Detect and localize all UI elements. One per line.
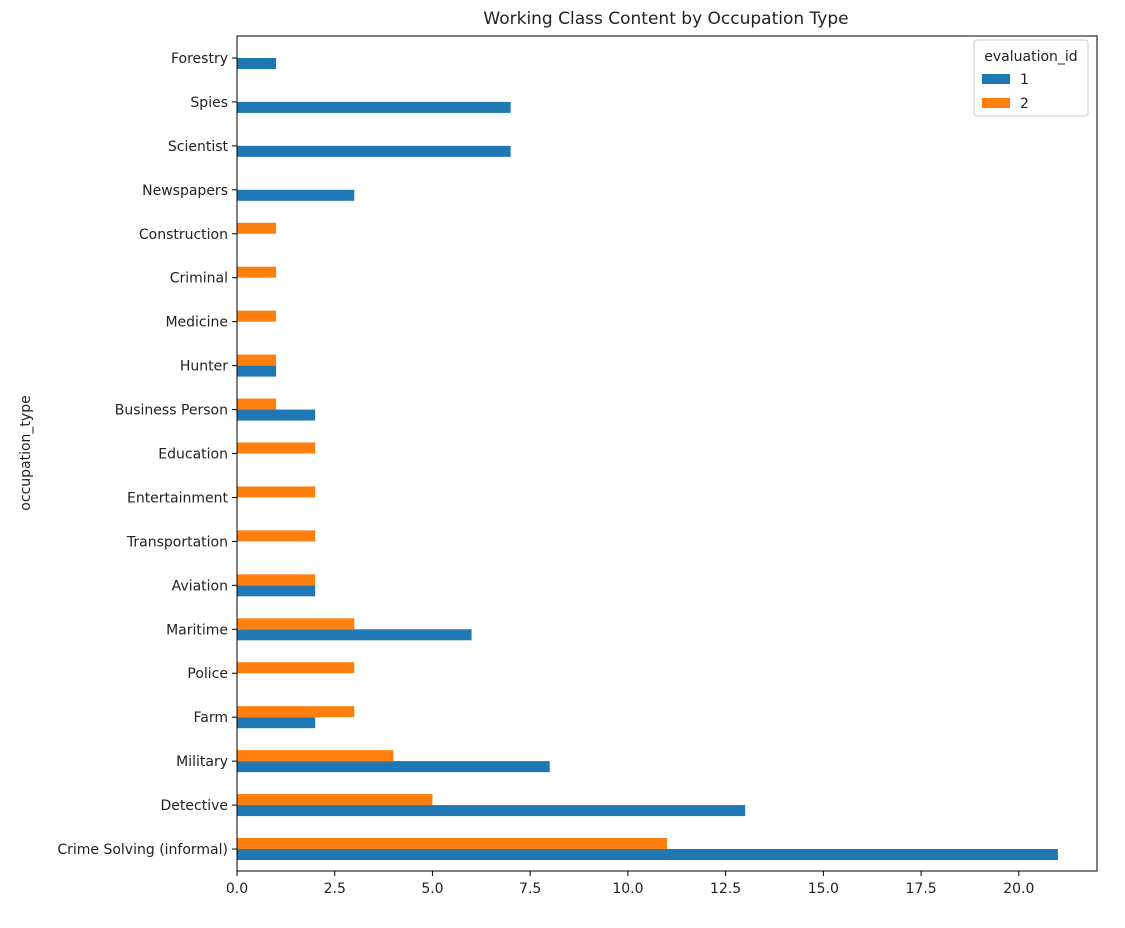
bar-aviation-series-2 [237, 574, 316, 586]
y-axis-ticks: Crime Solving (informal) Detective Militar… [57, 51, 237, 858]
x-tick-label: 0.0 [226, 881, 248, 897]
bar-criminal-series-2 [237, 266, 277, 278]
bars-layer [237, 57, 1058, 861]
bar-business-person-series-1 [237, 409, 316, 421]
bar-newspapers-series-1 [237, 189, 355, 201]
bar-farm-series-2 [237, 706, 355, 718]
bar-aviation-series-1 [237, 585, 316, 597]
y-tick-label: Farm [194, 710, 229, 726]
y-tick-label: Detective [161, 798, 228, 814]
x-tick-label: 2.5 [324, 881, 346, 897]
y-tick-label: Police [187, 666, 228, 682]
y-tick-label: Business Person [115, 403, 228, 419]
y-tick-label: Military [176, 754, 228, 770]
bar-scientist-series-1 [237, 145, 511, 157]
y-tick-label: Scientist [168, 139, 229, 155]
bar-hunter-series-2 [237, 354, 277, 366]
bar-maritime-series-2 [237, 618, 355, 630]
x-tick-label: 7.5 [519, 881, 541, 897]
y-tick-label: Aviation [172, 578, 228, 594]
bar-police-series-2 [237, 662, 355, 674]
chart-title: Working Class Content by Occupation Type [483, 9, 848, 29]
y-tick-label: Spies [190, 95, 228, 111]
y-tick-label: Education [158, 447, 228, 463]
y-tick-label: Criminal [170, 271, 228, 287]
y-tick-label: Medicine [165, 315, 228, 331]
x-axis-ticks: 0.0 2.5 5.0 7.5 10.0 12.5 15.0 17.5 20.0 [226, 871, 1034, 897]
bar-spies-series-1 [237, 101, 511, 113]
bar-hunter-series-1 [237, 365, 277, 377]
bar-maritime-series-1 [237, 629, 472, 641]
legend-title: evaluation_id [984, 49, 1077, 65]
x-tick-label: 15.0 [808, 881, 839, 897]
bar-farm-series-1 [237, 717, 316, 729]
y-tick-label: Construction [139, 227, 228, 243]
bar-medicine-series-2 [237, 310, 277, 322]
bar-detective-series-2 [237, 794, 433, 806]
y-tick-label: Hunter [180, 359, 228, 375]
bar-detective-series-1 [237, 805, 746, 817]
y-tick-label: Crime Solving (informal) [57, 842, 228, 858]
legend-box [973, 39, 1089, 117]
legend-swatch-series-1 [982, 74, 1010, 84]
bar-business-person-series-2 [237, 398, 277, 410]
x-tick-label: 20.0 [1003, 881, 1034, 897]
x-tick-label: 12.5 [710, 881, 741, 897]
bar-forestry-series-1 [237, 57, 277, 69]
bar-education-series-2 [237, 442, 316, 454]
y-tick-label: Transportation [126, 534, 228, 550]
y-tick-label: Maritime [166, 622, 228, 638]
y-axis-label: occupation_type [18, 395, 34, 510]
legend-swatch-series-2 [982, 98, 1010, 108]
bar-transportation-series-2 [237, 530, 316, 542]
plot-frame [236, 35, 1098, 872]
x-tick-label: 17.5 [906, 881, 937, 897]
x-tick-label: 5.0 [421, 881, 443, 897]
bar-entertainment-series-2 [237, 486, 316, 498]
legend: evaluation_id 1 2 [973, 39, 1089, 117]
bar-crime-solving-informal-series-1 [237, 849, 1058, 861]
bar-construction-series-2 [237, 222, 277, 234]
bar-military-series-2 [237, 750, 394, 762]
y-tick-label: Forestry [171, 51, 228, 67]
y-tick-label: Entertainment [127, 490, 229, 506]
y-tick-label: Newspapers [142, 183, 228, 199]
x-tick-label: 10.0 [612, 881, 643, 897]
bar-crime-solving-informal-series-2 [237, 838, 667, 850]
bar-military-series-1 [237, 761, 550, 773]
legend-label-series-2: 2 [1020, 96, 1029, 112]
legend-label-series-1: 1 [1020, 72, 1029, 88]
